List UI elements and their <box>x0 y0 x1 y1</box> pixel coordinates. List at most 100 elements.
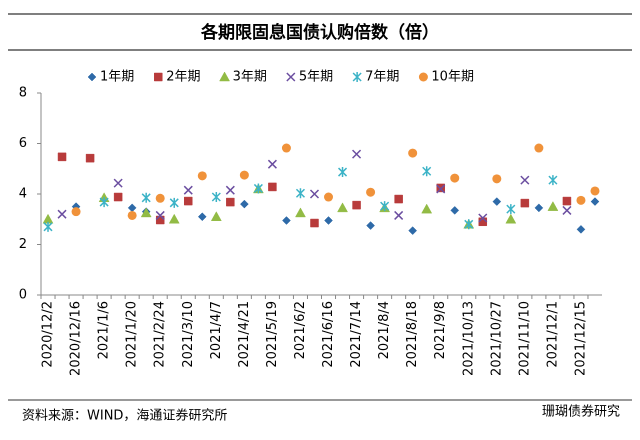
data-point <box>352 149 362 159</box>
data-point <box>155 210 165 220</box>
data-point <box>141 192 151 203</box>
y-tick-label: 6 <box>19 136 27 151</box>
y-tick-label: 4 <box>19 187 27 202</box>
data-point <box>324 216 333 225</box>
data-point <box>197 171 207 181</box>
data-point <box>534 143 544 153</box>
legend-marker <box>219 71 230 82</box>
x-tick-label: 2021/6/2 <box>293 301 308 359</box>
data-point <box>210 211 222 221</box>
data-point <box>268 182 277 192</box>
data-point <box>450 206 460 215</box>
x-tick-label: 2021/8/18 <box>405 301 420 368</box>
x-tick-label: 2021/1/6 <box>97 301 112 359</box>
data-point <box>43 221 53 232</box>
data-point <box>366 221 375 230</box>
y-tick-label: 2 <box>19 237 27 252</box>
data-point <box>562 196 572 206</box>
data-point <box>492 174 502 184</box>
source: 资料来源：WIND，海通证券研究所 <box>22 408 227 424</box>
data-point <box>352 200 361 210</box>
data-point <box>99 197 109 208</box>
data-point <box>562 205 572 215</box>
data-point <box>520 175 530 185</box>
data-point <box>57 152 67 162</box>
x-tick-label: 2021/12/1 <box>545 301 560 368</box>
data-point <box>295 207 306 218</box>
data-point <box>548 175 558 186</box>
data-point <box>113 178 123 188</box>
data-point <box>71 207 81 217</box>
data-point <box>408 226 418 235</box>
data-point <box>505 213 517 224</box>
data-point <box>576 195 586 205</box>
data-point <box>225 185 235 195</box>
legend-label: 3年期 <box>233 70 267 85</box>
x-tick-label: 2021/1/20 <box>125 301 140 368</box>
data-point <box>547 201 559 211</box>
data-point <box>169 197 179 208</box>
x-tick-label: 2021/3/10 <box>181 301 196 368</box>
legend-marker <box>286 72 296 82</box>
data-point <box>197 212 207 222</box>
data-point <box>183 185 193 195</box>
data-point <box>282 216 291 225</box>
data-point <box>422 166 432 177</box>
data-point <box>310 218 319 228</box>
legend-marker <box>87 72 97 82</box>
legend-label: 1年期 <box>100 70 134 85</box>
x-tick-label: 2021/7/14 <box>349 301 364 368</box>
x-tick-label: 2021/9/8 <box>433 301 448 359</box>
data-point <box>113 192 123 202</box>
x-tick-label: 2021/11/10 <box>517 301 532 376</box>
legend-label: 10年期 <box>431 70 474 85</box>
data-point <box>408 148 418 158</box>
data-point <box>253 183 263 194</box>
x-tick-label: 2021/2/24 <box>153 301 168 368</box>
data-point <box>338 167 348 178</box>
data-point <box>309 189 320 199</box>
legend-marker <box>352 72 362 82</box>
data-point <box>239 170 249 180</box>
data-point <box>127 210 137 220</box>
data-point <box>127 203 137 213</box>
x-tick-label: 2021/8/4 <box>377 301 392 359</box>
data-point <box>421 203 433 214</box>
data-point <box>520 198 530 208</box>
data-point <box>450 173 460 183</box>
data-point <box>492 197 502 206</box>
x-tick-label: 2020/12/2 <box>41 301 56 368</box>
data-point <box>590 197 600 206</box>
data-point <box>506 204 516 215</box>
data-point <box>168 213 180 224</box>
legend-label: 7年期 <box>365 70 399 85</box>
data-point <box>534 203 544 213</box>
data-point <box>324 192 334 202</box>
data-point <box>394 210 404 220</box>
data-point <box>211 192 221 203</box>
legend-marker <box>418 72 428 82</box>
x-tick-label: 2021/4/21 <box>237 301 252 368</box>
x-tick-label: 2021/12/15 <box>573 301 588 376</box>
legend-marker <box>154 72 163 82</box>
legend-label: 5年期 <box>299 70 333 85</box>
data-point <box>140 207 152 218</box>
data-point <box>295 188 305 199</box>
data-point <box>85 153 95 163</box>
data-point <box>226 197 235 207</box>
watermark: 珊瑚债券研究 <box>542 404 620 420</box>
data-point <box>184 196 193 206</box>
data-point <box>281 143 291 153</box>
data-point <box>394 194 403 204</box>
data-point <box>337 202 348 213</box>
data-point <box>380 201 390 212</box>
x-tick-label: 2021/10/13 <box>461 301 476 376</box>
x-tick-label: 2021/6/16 <box>321 301 336 368</box>
data-point <box>366 187 376 197</box>
data-point <box>267 159 277 169</box>
y-tick-label: 8 <box>19 86 27 101</box>
x-tick-label: 2021/5/19 <box>265 301 280 368</box>
x-tick-label: 2020/12/16 <box>69 301 84 376</box>
y-tick-label: 0 <box>19 288 27 303</box>
